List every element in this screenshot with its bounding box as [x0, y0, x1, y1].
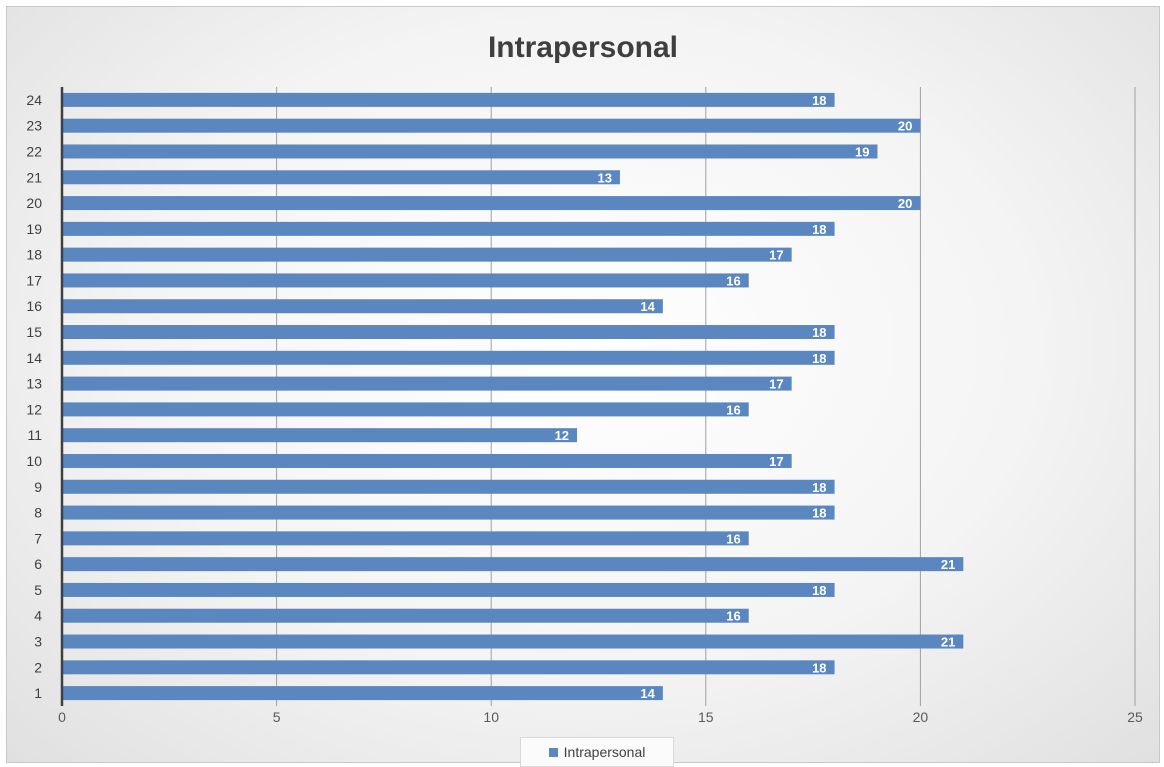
bar-data-label: 12	[555, 428, 569, 443]
bar	[62, 479, 835, 494]
legend: Intrapersonal	[520, 737, 674, 767]
bar	[62, 582, 835, 597]
bar-data-label: 20	[898, 196, 912, 211]
y-tick-label: 16	[26, 298, 42, 314]
y-tick-label: 4	[34, 608, 42, 624]
y-tick-label: 8	[34, 505, 42, 521]
bar-data-label: 16	[726, 531, 740, 546]
bar-data-label: 18	[812, 660, 826, 675]
bar-data-label: 18	[812, 222, 826, 237]
y-tick-label: 23	[26, 118, 42, 134]
bar	[62, 634, 964, 649]
y-tick-label: 2	[34, 659, 42, 675]
y-tick-label: 10	[26, 453, 42, 469]
bar-data-label: 16	[726, 402, 740, 417]
bar-data-label: 14	[640, 299, 655, 314]
bar	[62, 686, 663, 701]
bar-data-label: 16	[726, 273, 740, 288]
bar-data-label: 13	[597, 170, 611, 185]
x-tick-label: 20	[913, 709, 929, 725]
y-tick-label: 19	[26, 221, 42, 237]
bar-data-label: 18	[812, 351, 826, 366]
bar	[62, 325, 835, 340]
y-tick-label: 13	[26, 376, 42, 392]
bar	[62, 92, 835, 107]
bar-data-label: 19	[855, 144, 869, 159]
bar	[62, 505, 835, 520]
bar	[62, 247, 792, 262]
bar-data-label: 18	[812, 506, 826, 521]
bar	[62, 144, 878, 159]
bar-data-label: 17	[769, 248, 783, 263]
chart-area: Intrapersonal 0 5 10 15 20 25 14 1 18 2 21 3 16 4 18 5 2…	[6, 6, 1160, 767]
bar-data-label: 20	[898, 119, 912, 134]
bar	[62, 299, 663, 314]
bar	[62, 350, 835, 365]
bar-data-label: 21	[941, 635, 955, 650]
x-tick-label: 10	[483, 709, 499, 725]
y-tick-label: 1	[34, 685, 42, 701]
bar	[62, 453, 792, 468]
bar	[62, 557, 964, 572]
bar	[62, 428, 578, 443]
bar	[62, 118, 921, 133]
bar	[62, 221, 835, 236]
bar-data-label: 18	[812, 480, 826, 495]
bar-chart-plot: 0 5 10 15 20 25141182213164185216167188189171…	[26, 87, 1143, 725]
bar	[62, 531, 749, 546]
bar-data-label: 14	[640, 686, 655, 701]
y-tick-label: 17	[26, 272, 42, 288]
y-tick-label: 18	[26, 247, 42, 263]
y-tick-label: 12	[26, 401, 42, 417]
legend-label: Intrapersonal	[563, 744, 646, 760]
legend-swatch	[548, 747, 558, 757]
bar-data-label: 21	[941, 557, 955, 572]
y-tick-label: 15	[26, 324, 42, 340]
y-tick-label: 5	[34, 582, 42, 598]
y-tick-label: 7	[34, 530, 42, 546]
y-tick-label: 14	[26, 350, 42, 366]
bar	[62, 273, 749, 288]
bar	[62, 196, 921, 211]
bar	[62, 402, 749, 417]
y-tick-label: 22	[26, 143, 42, 159]
bar	[62, 660, 835, 675]
x-tick-label: 15	[698, 709, 714, 725]
y-tick-label: 20	[26, 195, 42, 211]
bar-data-label: 18	[812, 93, 826, 108]
bar-data-label: 17	[769, 377, 783, 392]
bar	[62, 608, 749, 623]
y-tick-label: 21	[26, 169, 42, 185]
y-tick-label: 11	[27, 427, 42, 443]
bar-data-label: 18	[812, 583, 826, 598]
bar	[62, 376, 792, 391]
y-tick-label: 3	[34, 634, 42, 650]
x-tick-label: 0	[58, 709, 66, 725]
x-tick-label: 5	[273, 709, 281, 725]
bar-data-label: 16	[726, 609, 740, 624]
bar	[62, 170, 620, 185]
y-tick-label: 9	[34, 479, 42, 495]
y-tick-label: 6	[34, 556, 42, 572]
chart-title: Intrapersonal	[487, 31, 679, 64]
bar-data-label: 18	[812, 325, 826, 340]
bar-data-label: 17	[769, 454, 783, 469]
x-tick-label: 25	[1127, 709, 1143, 725]
y-tick-label: 24	[26, 92, 42, 108]
